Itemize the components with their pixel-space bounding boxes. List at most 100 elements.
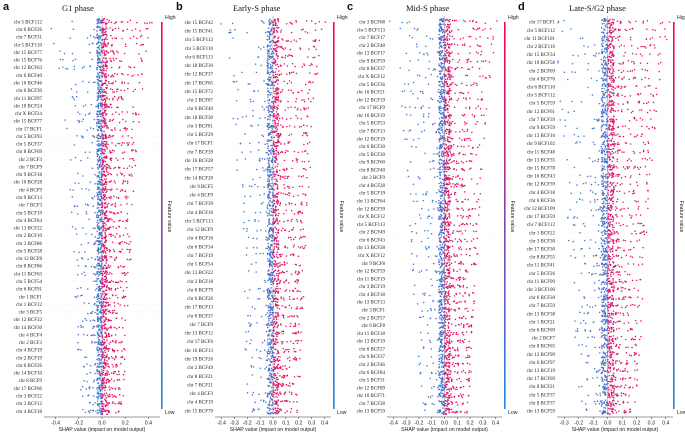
shap-point (273, 52, 275, 55)
shap-point (274, 372, 276, 375)
feature-label: chr 7 BCF17 (359, 36, 385, 41)
shap-point (96, 176, 98, 178)
shap-point (77, 213, 79, 215)
shap-point (275, 287, 277, 290)
shap-point (272, 106, 275, 109)
shap-point (111, 272, 113, 275)
shap-point (110, 21, 113, 24)
shap-point (71, 226, 74, 228)
shap-point (275, 280, 278, 283)
shap-point (104, 103, 107, 106)
shap-point (105, 278, 107, 281)
shap-point (484, 28, 486, 30)
shap-point (288, 54, 290, 56)
shap-point (126, 142, 128, 144)
shap-point (267, 87, 269, 90)
shap-point (106, 259, 108, 261)
shap-point (128, 249, 130, 251)
shap-point (272, 204, 274, 207)
shap-point (235, 99, 238, 102)
shap-point (117, 402, 119, 405)
shap-point (102, 152, 104, 154)
beeswarm-row (235, 95, 315, 105)
shap-point (308, 141, 311, 143)
shap-point (276, 63, 279, 66)
shap-point (291, 159, 294, 162)
shap-point (275, 54, 277, 56)
shap-point (105, 400, 107, 402)
shap-point (111, 211, 113, 214)
shap-point (70, 211, 73, 213)
shap-point (109, 50, 112, 52)
shap-point (103, 49, 105, 51)
x-tick-label: -0.3 (230, 421, 239, 427)
shap-point (263, 339, 266, 342)
shap-point (92, 243, 95, 246)
shap-point (290, 322, 292, 325)
shap-point (283, 63, 285, 65)
shap-point (97, 186, 99, 189)
shap-point (289, 141, 291, 143)
shap-point (103, 346, 106, 348)
shap-point (272, 315, 275, 318)
shap-point (98, 85, 100, 87)
shap-point (267, 322, 269, 325)
shap-point (289, 54, 291, 56)
shap-point (97, 58, 99, 60)
shap-point (266, 48, 269, 51)
shap-point (267, 118, 269, 120)
feature-label: chr 8 BCF86 (16, 265, 42, 270)
shap-point (97, 386, 99, 389)
shap-point (270, 76, 272, 78)
shap-point (290, 40, 292, 43)
shap-point (104, 124, 107, 127)
shap-point (92, 334, 95, 336)
shap-point (275, 374, 277, 377)
shap-point (107, 42, 109, 44)
shap-point (259, 287, 261, 290)
shap-point (462, 37, 464, 39)
shap-point (277, 95, 280, 98)
shap-point (98, 180, 100, 183)
shap-point (275, 315, 277, 317)
feature-label: chr 9 BCF5 (190, 185, 214, 190)
feature-label: chr 17 BCF57 (185, 168, 214, 173)
shap-point (99, 378, 101, 380)
shap-point (111, 394, 113, 396)
shap-point (244, 290, 246, 293)
shap-point (104, 351, 107, 354)
shap-point (268, 166, 271, 169)
shap-point (96, 134, 99, 137)
shap-point (232, 117, 235, 120)
shap-point (101, 83, 104, 86)
shap-point (269, 380, 272, 383)
shap-point (106, 249, 108, 252)
shap-point (271, 333, 273, 335)
shap-point (99, 319, 101, 321)
shap-point (102, 293, 104, 295)
shap-point (108, 98, 110, 101)
shap-point (99, 184, 102, 186)
shap-point (267, 350, 270, 352)
shap-point (277, 263, 279, 265)
shap-point (274, 36, 276, 38)
shap-point (265, 366, 268, 368)
shap-point (286, 125, 288, 128)
shap-point (102, 160, 105, 162)
shap-point (276, 364, 279, 367)
shap-point (251, 356, 253, 359)
shap-point (300, 203, 302, 205)
colorbar-high-label: High (165, 15, 176, 21)
feature-label: chr 8 BCF37 (187, 314, 213, 319)
shap-point (278, 383, 281, 385)
shap-point (270, 274, 272, 277)
shap-point (271, 97, 274, 99)
shap-point (248, 219, 250, 222)
shap-point (101, 366, 103, 368)
shap-point (99, 347, 101, 350)
shap-point (270, 329, 272, 331)
feature-label: chr 3 BCF81 (187, 124, 213, 129)
shap-point (269, 352, 271, 354)
shap-point (104, 199, 106, 201)
shap-point (92, 127, 95, 130)
